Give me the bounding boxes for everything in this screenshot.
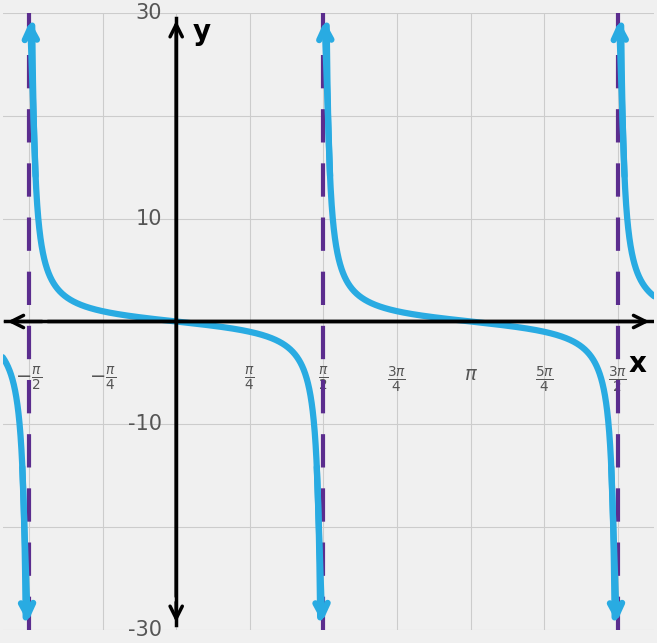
- Text: 10: 10: [135, 208, 162, 229]
- Text: $\frac{3\pi}{4}$: $\frac{3\pi}{4}$: [388, 365, 407, 395]
- Text: $\frac{\pi}{4}$: $\frac{\pi}{4}$: [244, 365, 255, 393]
- Text: $\frac{5\pi}{4}$: $\frac{5\pi}{4}$: [535, 365, 554, 395]
- Text: $\frac{3\pi}{2}$: $\frac{3\pi}{2}$: [608, 365, 627, 395]
- Text: -10: -10: [128, 414, 162, 435]
- Text: $-\frac{\pi}{4}$: $-\frac{\pi}{4}$: [89, 365, 116, 393]
- Text: x: x: [629, 350, 646, 378]
- Text: $-\frac{\pi}{2}$: $-\frac{\pi}{2}$: [15, 365, 43, 393]
- Text: 30: 30: [135, 3, 162, 23]
- Text: $\frac{\pi}{2}$: $\frac{\pi}{2}$: [318, 365, 328, 393]
- Text: -30: -30: [128, 620, 162, 640]
- Text: y: y: [193, 18, 211, 46]
- Text: $\pi$: $\pi$: [464, 365, 478, 384]
